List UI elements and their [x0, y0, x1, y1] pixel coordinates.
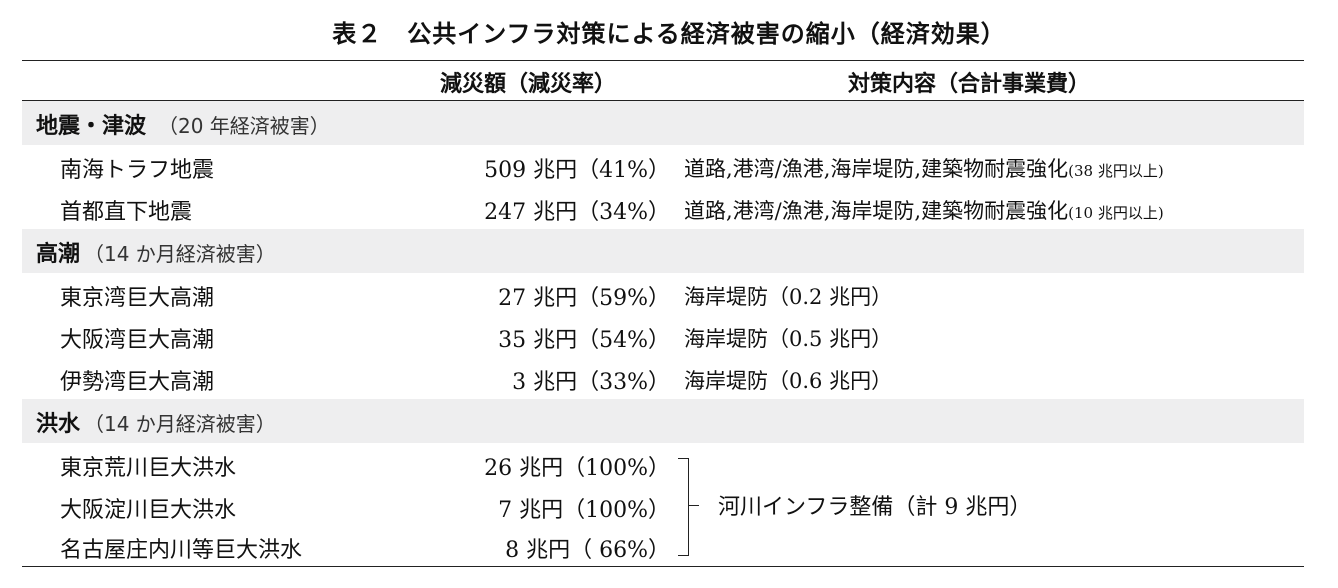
right-bracket [678, 458, 689, 556]
table-title: 表２ 公共インフラ対策による経済被害の縮小（経済効果） [332, 20, 1006, 48]
measure-cost: (10 兆円以上) [1068, 204, 1164, 222]
row-measure: 海岸堤防（0.5 兆円） [684, 327, 893, 351]
section-earthquake: 地震・津波 （20 年経済被害） [22, 101, 1304, 145]
row-measure: 道路,港湾/漁港,海岸堤防,建築物耐震強化(10 兆円以上) [684, 195, 1164, 225]
section-name: 洪水 [36, 412, 81, 437]
measure-cost: (38 兆円以上) [1068, 162, 1164, 180]
section-storm-surge: 高潮 （14 か月経済被害） [22, 229, 1304, 273]
row-measure: 海岸堤防（0.6 兆円） [684, 369, 893, 393]
section-name: 高潮 [36, 242, 81, 267]
shared-measure: 河川インフラ整備（計 9 兆円） [718, 495, 1032, 520]
row-label: 首都直下地震 [60, 200, 193, 225]
section-note: （14 か月経済被害） [84, 242, 276, 266]
row-label: 大阪淀川巨大洪水 [60, 498, 237, 523]
table-row: 東京湾巨大高潮 27 兆円（59%） 海岸堤防（0.2 兆円） [22, 273, 1304, 315]
section-name: 地震・津波 [36, 114, 147, 139]
row-measure: 海岸堤防（0.2 兆円） [684, 285, 893, 309]
section-note: （20 年経済被害） [158, 114, 330, 138]
header-rule [22, 100, 1304, 101]
row-value: 3 兆円（33%） [512, 370, 670, 395]
row-label: 伊勢湾巨大高潮 [60, 370, 215, 395]
row-label: 南海トラフ地震 [60, 158, 215, 183]
header-reduction: 減災額（減災率） [440, 72, 617, 97]
table-row: 名古屋庄内川等巨大洪水 8 兆円（ 66%） [22, 525, 1304, 567]
row-value: 509 兆円（41%） [484, 158, 670, 183]
table-row: 東京荒川巨大洪水 26 兆円（100%） [22, 443, 1304, 485]
table-row: 首都直下地震 247 兆円（34%） 道路,港湾/漁港,海岸堤防,建築物耐震強化… [22, 187, 1304, 229]
row-value: 35 兆円（54%） [498, 328, 670, 353]
table-row: 大阪湾巨大高潮 35 兆円（54%） 海岸堤防（0.5 兆円） [22, 315, 1304, 357]
row-value: 8 兆円（ 66%） [505, 538, 670, 563]
measure-text: 道路,港湾/漁港,海岸堤防,建築物耐震強化 [684, 157, 1069, 181]
measure-text: 道路,港湾/漁港,海岸堤防,建築物耐震強化 [684, 199, 1069, 223]
row-value: 26 兆円（100%） [484, 456, 670, 481]
row-label: 東京荒川巨大洪水 [60, 456, 237, 481]
table-row: 大阪淀川巨大洪水 7 兆円（100%） [22, 485, 1304, 527]
bracket-tick [689, 505, 699, 506]
header-measures: 対策内容（合計事業費） [848, 72, 1091, 97]
row-value: 247 兆円（34%） [484, 200, 670, 225]
row-value: 7 兆円（100%） [498, 498, 670, 523]
section-flood: 洪水 （14 か月経済被害） [22, 399, 1304, 443]
row-measure: 道路,港湾/漁港,海岸堤防,建築物耐震強化(38 兆円以上) [684, 153, 1164, 183]
row-label: 東京湾巨大高潮 [60, 286, 215, 311]
top-rule [22, 60, 1304, 61]
row-label: 名古屋庄内川等巨大洪水 [60, 538, 303, 563]
row-value: 27 兆円（59%） [498, 286, 670, 311]
table-row: 南海トラフ地震 509 兆円（41%） 道路,港湾/漁港,海岸堤防,建築物耐震強… [22, 145, 1304, 187]
table-row: 伊勢湾巨大高潮 3 兆円（33%） 海岸堤防（0.6 兆円） [22, 357, 1304, 399]
row-label: 大阪湾巨大高潮 [60, 328, 215, 353]
section-note: （14 か月経済被害） [84, 412, 276, 436]
bottom-rule [22, 566, 1304, 567]
